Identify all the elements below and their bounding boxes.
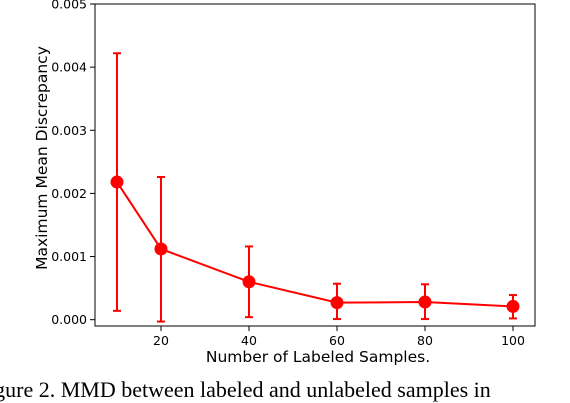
error-bars xyxy=(113,52,517,323)
data-points xyxy=(110,175,520,313)
y-tick-label: 0.004 xyxy=(51,60,87,75)
y-tick-label: 0.001 xyxy=(51,249,87,264)
y-axis-ticks: 0.000 0.001 0.002 0.003 0.004 0.005 xyxy=(51,0,95,327)
data-point xyxy=(242,275,256,289)
data-point xyxy=(154,242,168,256)
x-tick-label: 80 xyxy=(417,333,433,348)
y-tick-label: 0.005 xyxy=(51,0,87,12)
figure-caption: igure 2. MMD between labeled and unlabel… xyxy=(0,377,491,402)
data-point xyxy=(330,296,344,310)
data-point xyxy=(418,295,432,309)
x-tick-label: 100 xyxy=(501,333,525,348)
y-tick-label: 0.003 xyxy=(51,123,87,138)
x-tick-label: 60 xyxy=(329,333,345,348)
data-point xyxy=(110,175,124,189)
x-axis-label: Number of Labeled Samples. xyxy=(206,348,430,366)
y-tick-label: 0.000 xyxy=(51,312,87,327)
y-axis-label: Maximum Mean Discrepancy xyxy=(33,46,51,270)
series-line xyxy=(116,181,514,308)
plot-frame xyxy=(94,3,536,327)
x-axis-ticks: 20 40 60 80 100 xyxy=(153,326,525,348)
y-tick-label: 0.002 xyxy=(51,186,87,201)
data-point xyxy=(506,299,520,313)
x-tick-label: 20 xyxy=(153,333,169,348)
x-tick-label: 40 xyxy=(241,333,257,348)
